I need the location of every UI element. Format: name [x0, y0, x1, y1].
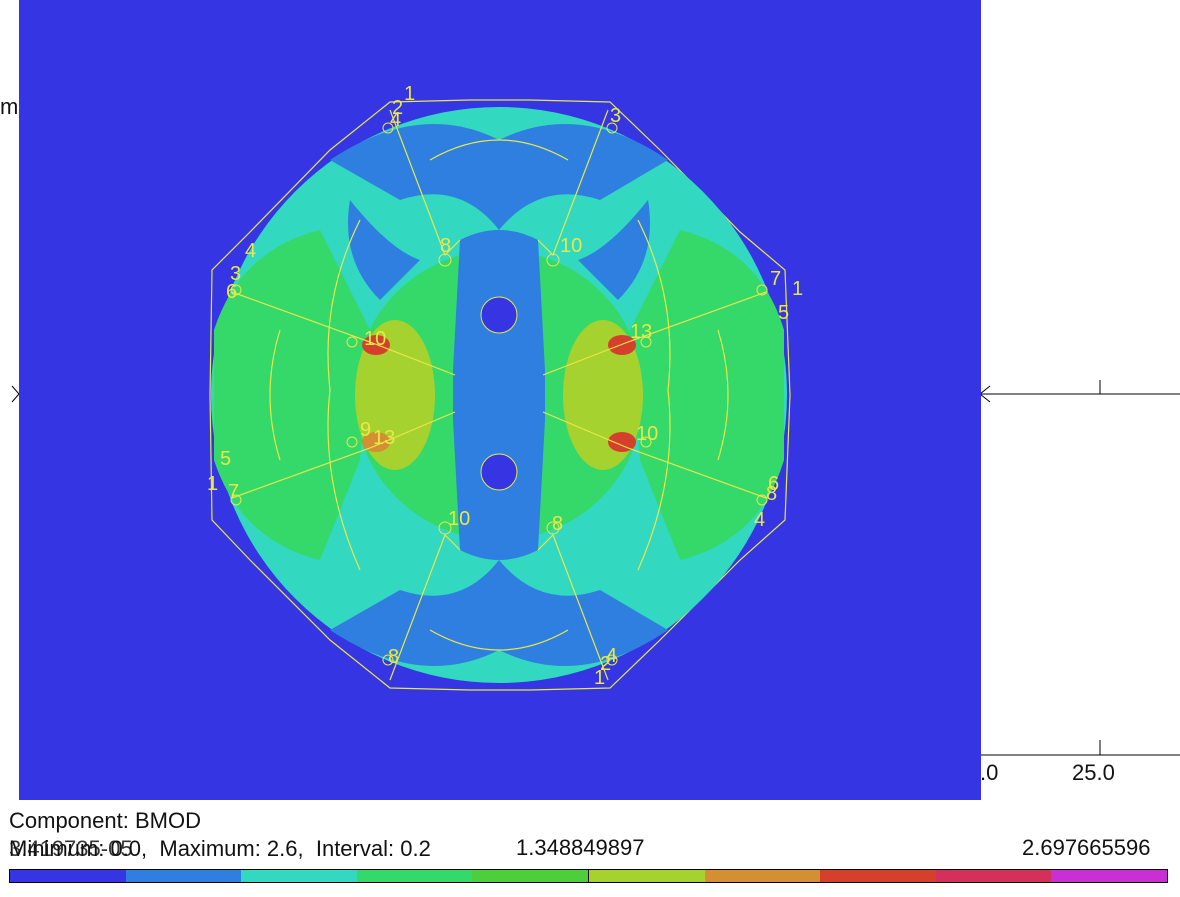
node-marker [230, 284, 242, 296]
node-marker [546, 521, 560, 535]
green-band-right [630, 230, 784, 560]
blue-pocket-left [348, 200, 420, 300]
contour-label: 3 [230, 263, 241, 285]
legend-swatch [1051, 870, 1167, 882]
contour-label: 9 [360, 419, 371, 441]
contour-label: 8 [388, 646, 399, 668]
contour-label: 10 [364, 328, 386, 350]
contour-label: 8 [766, 483, 777, 505]
hotspot [608, 335, 636, 355]
component-label: Component: BMOD [9, 808, 201, 833]
node-marker [230, 494, 242, 506]
contour-label: 1 [594, 667, 605, 689]
contour-label: 6 [768, 473, 779, 495]
contour-label: 10 [560, 235, 582, 257]
shaft-region [453, 230, 545, 560]
shaft-hole-top [480, 296, 518, 334]
axis-tick-label-right: 25.0 [1072, 760, 1115, 785]
legend-swatch [587, 870, 705, 882]
color-legend-bar [9, 869, 1168, 883]
contour-label: 10 [636, 423, 658, 445]
node-marker [438, 521, 452, 535]
legend-swatch [935, 870, 1052, 882]
legend-mid-value: 1.348849897 [516, 835, 645, 860]
contour-label: 2 [600, 653, 611, 675]
node-marker [640, 336, 652, 348]
node-marker [546, 253, 560, 267]
contour-labels: 1 2 4 3 4 3 6 8 10 7 1 5 10 13 9 13 10 5… [207, 83, 803, 689]
node-marker [756, 494, 768, 506]
node-marker [606, 654, 618, 666]
contour-label: 1 [404, 83, 415, 105]
contour-label: 7 [228, 481, 239, 503]
contour-label: 5 [220, 448, 231, 470]
contour-label: 4 [245, 240, 256, 262]
outer-contour-outline [209, 99, 791, 691]
hotspot [362, 335, 390, 355]
hotspot [362, 432, 390, 452]
legend-swatch [820, 870, 936, 882]
node-marker [606, 122, 618, 134]
node-marker [438, 253, 452, 267]
contour-label: 5 [778, 302, 789, 324]
range-info: Minimum: 0.0, Maximum: 2.6, Interval: 0.… [9, 836, 431, 861]
hotspot [608, 432, 636, 452]
contour-label: 3 [610, 105, 621, 127]
legend-swatch [356, 870, 473, 882]
blue-pocket-top [330, 124, 668, 230]
contour-label: 13 [373, 427, 395, 449]
legend-swatch [472, 870, 588, 882]
field-plot-panel: 1 2 4 3 4 3 6 8 10 7 1 5 10 13 9 13 10 5… [19, 0, 981, 800]
contour-label: 4 [390, 109, 401, 131]
node-marker [382, 654, 394, 666]
axis-tick-label-left: .0 [980, 760, 999, 785]
node-marker [382, 122, 394, 134]
range-overprint: 3.419735-05 [9, 836, 133, 861]
contour-label: 8 [440, 235, 451, 257]
legend-swatch [125, 870, 242, 882]
contour-label: 2 [392, 97, 403, 119]
contour-label: 10 [448, 508, 470, 530]
shaft-hole-bottom [480, 453, 518, 491]
node-marker [640, 436, 652, 448]
blue-pocket-right [578, 200, 650, 300]
legend-swatch [704, 870, 821, 882]
contour-label: 1 [792, 278, 803, 300]
contour-label: 4 [606, 645, 617, 667]
legend-swatch [241, 870, 357, 882]
legend-max-value: 2.697665596 [1022, 835, 1151, 860]
field-contour-plot: 1 2 4 3 4 3 6 8 10 7 1 5 10 13 9 13 10 5… [207, 83, 803, 691]
node-marker [756, 284, 768, 296]
node-marker [346, 436, 358, 448]
contour-label: 4 [754, 509, 765, 531]
blue-pocket-bottom [330, 560, 668, 666]
node-marker [346, 336, 358, 348]
contour-label: 1 [207, 473, 218, 495]
axis-edge-char: m [0, 94, 19, 119]
contour-label: 7 [770, 268, 781, 290]
legend-swatch [10, 870, 126, 882]
